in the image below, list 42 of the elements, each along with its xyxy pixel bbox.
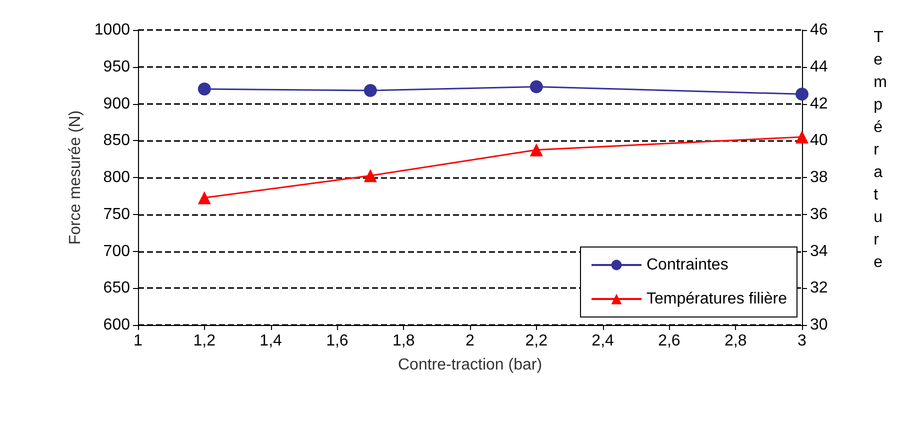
y2-tick-label: 32	[810, 280, 828, 297]
x-axis-title: Contre-traction (bar)	[398, 356, 542, 374]
point	[198, 82, 211, 96]
legend-label: Contraintes	[646, 256, 728, 274]
y-tick-label: 800	[103, 169, 130, 186]
y-tick-label: 650	[103, 280, 130, 297]
y2-tick-label: 30	[810, 316, 828, 334]
y2-tick-label: 44	[810, 58, 828, 76]
y2-tick-label: 42	[810, 95, 828, 112]
y-tick-label: 950	[103, 58, 130, 76]
point	[530, 143, 543, 156]
y-tick-label: 750	[103, 206, 130, 223]
x-tick-label: 1,4	[260, 332, 282, 350]
y2-tick-label: 38	[810, 169, 828, 186]
x-tick-label: 2,2	[525, 332, 548, 350]
text: Température	[874, 28, 887, 271]
y2-tick-label: 40	[810, 132, 828, 150]
point	[198, 191, 211, 204]
x-tick-label: 2,8	[724, 332, 747, 350]
point	[796, 130, 808, 144]
x-tick-label: 1,2	[193, 332, 216, 350]
legend-label: Températures filière	[646, 290, 788, 308]
x-tick-label: 1,8	[392, 332, 415, 350]
point	[364, 84, 377, 97]
point	[530, 80, 543, 94]
y-tick-label: 700	[103, 242, 130, 260]
y2-tick-label: 34	[810, 242, 828, 260]
point	[364, 169, 377, 182]
y-axis-title: Force mesurée (N)	[67, 110, 84, 245]
y2-tick-label: 46	[810, 22, 828, 38]
point	[796, 88, 808, 101]
x-tick-label: 3	[798, 332, 807, 350]
y2-tick-label: 36	[810, 206, 828, 223]
x-tick-label: 2	[466, 332, 475, 350]
y-tick-label: 850	[103, 132, 130, 150]
x-tick-label: 1	[134, 332, 143, 350]
y-tick-label: 900	[103, 95, 130, 112]
x-tick-label: 2,6	[658, 332, 680, 350]
y-tick-label: 1000	[94, 22, 130, 38]
x-tick-label: 1,6	[326, 332, 348, 350]
y-tick-label: 600	[103, 316, 130, 334]
x-tick-label: 2,4	[592, 332, 614, 350]
